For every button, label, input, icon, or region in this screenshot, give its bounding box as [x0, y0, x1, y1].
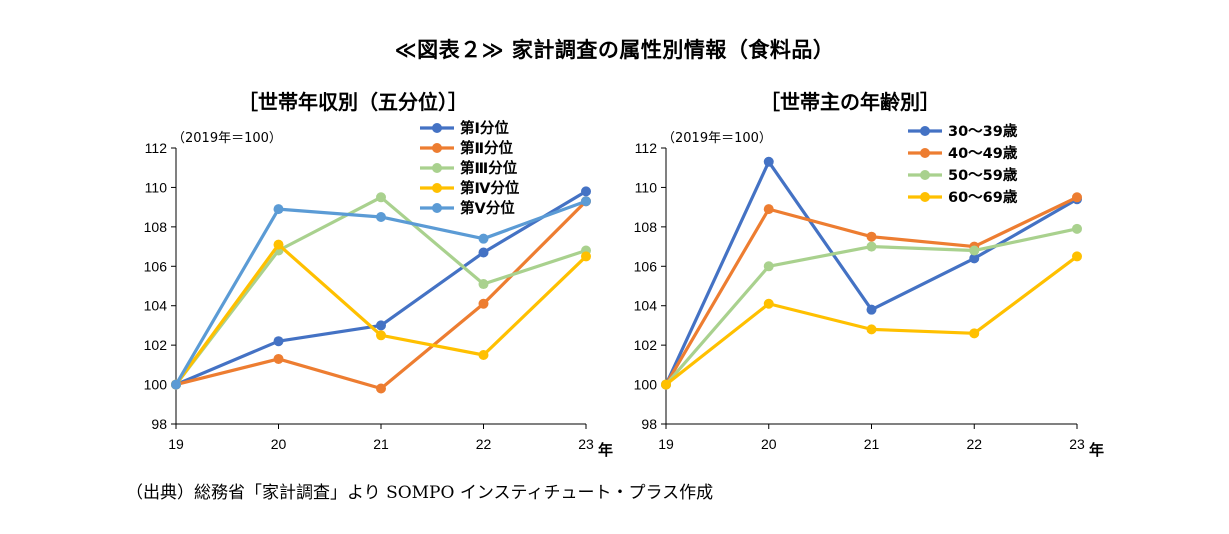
data-point — [1072, 251, 1082, 262]
data-point — [969, 253, 980, 264]
x-tick-label: 21 — [373, 436, 389, 452]
data-point — [661, 379, 671, 390]
legend-marker — [432, 123, 442, 133]
data-point — [763, 204, 774, 215]
data-point — [866, 324, 877, 335]
x-tick-label: 19 — [168, 436, 184, 452]
data-point — [478, 247, 489, 258]
y-tick-label: 100 — [634, 377, 658, 393]
index-note: （2019年＝100） — [172, 131, 282, 146]
y-tick-label: 104 — [144, 298, 168, 314]
data-point — [866, 231, 877, 242]
data-point — [478, 298, 489, 309]
y-tick-label: 108 — [144, 219, 168, 235]
legend-label: 第Ⅳ分位 — [460, 179, 520, 197]
data-point — [478, 279, 489, 290]
data-point — [763, 156, 774, 167]
chart-1: 98 100 102 104 106 108 110 112 19 20 21 22 23 年 （2019年… — [634, 122, 1104, 459]
legend-marker — [920, 192, 930, 202]
x-tick-label: 20 — [271, 436, 287, 452]
y-tick-label: 108 — [634, 219, 658, 235]
x-tick-label: 23 — [1069, 436, 1085, 452]
data-point — [969, 245, 980, 256]
y-tick-label: 98 — [641, 416, 657, 432]
data-point — [273, 239, 284, 250]
legend-label: 30～39歳 — [948, 122, 1018, 140]
legend-marker — [920, 148, 930, 158]
data-point — [376, 212, 386, 222]
y-tick-label: 110 — [145, 179, 168, 195]
data-point — [376, 192, 386, 203]
data-point — [763, 261, 774, 272]
legend-label: 第Ⅰ分位 — [460, 119, 509, 137]
legend-marker — [432, 183, 442, 193]
data-point — [969, 328, 980, 339]
legend-marker — [432, 203, 442, 213]
data-point — [763, 298, 774, 309]
data-point — [273, 353, 284, 364]
legend-marker — [920, 126, 930, 136]
x-tick-label: 21 — [864, 436, 880, 452]
data-point — [1072, 223, 1082, 234]
legend-marker — [432, 143, 442, 153]
chart-title-income: ［世帯年収別（五分位）］ — [238, 90, 468, 114]
legend-marker — [432, 163, 442, 173]
y-tick-label: 110 — [635, 179, 658, 195]
data-point — [376, 320, 386, 331]
y-tick-label: 112 — [635, 140, 658, 156]
x-tick-label: 22 — [476, 436, 492, 452]
data-point — [273, 204, 284, 215]
x-tick-label: 23 — [578, 436, 594, 452]
chart-0: 98 100 102 104 106 108 110 112 19 20 21 22 23 年 （2019年… — [144, 119, 613, 459]
series-line-1 — [664, 195, 1078, 386]
y-tick-label: 102 — [634, 337, 658, 353]
data-point — [866, 241, 877, 252]
x-tick-label: 19 — [658, 436, 674, 452]
data-point — [376, 330, 386, 341]
y-tick-label: 104 — [634, 298, 658, 314]
legend-label: 第Ⅴ分位 — [460, 199, 515, 217]
series-line-3 — [665, 255, 1078, 386]
x-axis-unit: 年 — [598, 441, 613, 459]
x-axis-unit: 年 — [1089, 441, 1104, 459]
y-tick-label: 102 — [144, 337, 168, 353]
data-point — [581, 196, 591, 207]
legend-marker — [920, 170, 930, 180]
data-point — [581, 251, 591, 262]
legend-label: 60～69歳 — [948, 188, 1018, 206]
page-title: ≪図表２≫ 家計調査の属性別情報（食料品） — [394, 38, 835, 62]
legend-label: 第Ⅱ分位 — [460, 139, 514, 157]
data-point — [1072, 192, 1082, 203]
data-point — [866, 304, 877, 315]
index-note: （2019年＝100） — [662, 131, 772, 146]
source-note: （出典）総務省「家計調査」より SOMPO インスティチュート・プラス作成 — [126, 483, 714, 503]
chart-title-age: ［世帯主の年齢別］ — [760, 90, 940, 114]
data-point — [376, 383, 386, 394]
data-point — [581, 186, 591, 197]
y-tick-label: 100 — [144, 377, 168, 393]
x-tick-label: 22 — [966, 436, 982, 452]
data-point — [478, 350, 489, 360]
x-tick-label: 20 — [761, 436, 777, 452]
y-tick-label: 112 — [145, 140, 168, 156]
legend-label: 50～59歳 — [948, 166, 1018, 184]
y-tick-label: 106 — [144, 258, 168, 274]
series-line-3 — [174, 243, 588, 386]
data-point — [171, 379, 181, 390]
data-point — [273, 336, 284, 347]
legend-label: 第Ⅲ分位 — [460, 159, 518, 177]
y-tick-label: 98 — [151, 416, 167, 432]
legend-label: 40～49歳 — [948, 144, 1018, 162]
y-tick-label: 106 — [634, 258, 658, 274]
data-point — [478, 233, 489, 244]
